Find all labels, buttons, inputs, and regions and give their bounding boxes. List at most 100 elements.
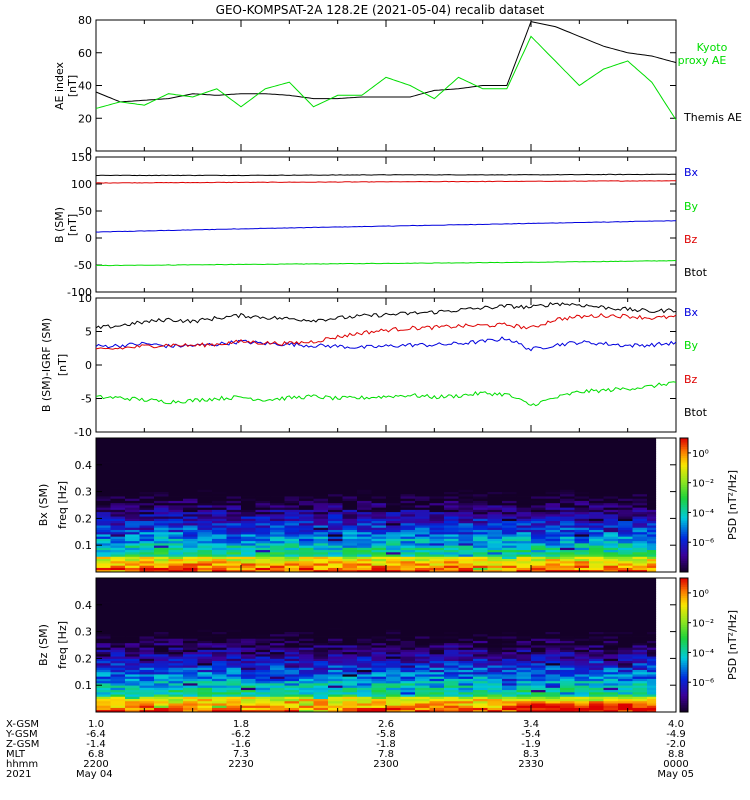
spectrogram-cell: [226, 569, 242, 573]
spectrogram-cell: [429, 700, 445, 704]
spectrogram-cell: [444, 554, 459, 557]
spectrogram-cell: [632, 460, 648, 463]
spectrogram-cell: [647, 478, 657, 481]
spectrogram-cell: [545, 534, 561, 537]
spectrogram-cell: [270, 487, 285, 490]
spectrogram-cell: [632, 600, 648, 603]
spectrogram-cell: [386, 600, 401, 603]
spectrogram-cell: [154, 478, 169, 481]
spectrogram-cell: [632, 513, 648, 517]
spectrogram-cell: [415, 567, 430, 571]
spectrogram-cell: [110, 624, 126, 628]
spectrogram-cell: [560, 529, 575, 533]
spectrogram-cell: [589, 551, 604, 555]
spectrogram-cell: [647, 554, 657, 557]
spectrogram-cell: [284, 580, 300, 583]
spectrogram-cell: [415, 678, 430, 682]
spectrogram-cell: [545, 613, 561, 617]
spectrogram-cell: [458, 591, 474, 595]
spectrogram-cell: [183, 611, 198, 615]
spectrogram-cell: [502, 694, 517, 697]
colorbar-segment: [680, 633, 688, 637]
colorbar-segment: [680, 520, 688, 524]
spectrogram-cell: [313, 482, 329, 486]
spectrogram-cell: [168, 691, 184, 695]
spectrogram-cell: [429, 458, 445, 461]
spectrogram-cell: [241, 531, 256, 535]
spectrogram-cell: [603, 471, 619, 475]
spectrogram-cell: [168, 662, 184, 666]
spectrogram-cell: [110, 669, 126, 673]
spectrogram-cell: [241, 482, 256, 486]
spectrogram-cell: [197, 458, 213, 461]
spectrogram-cell: [487, 613, 503, 617]
spectrogram-cell: [313, 607, 329, 610]
spectrogram-cell: [125, 484, 140, 488]
spectrogram-cell: [371, 478, 387, 481]
spectrogram-cell: [226, 609, 242, 612]
spectrogram-cell: [110, 689, 126, 693]
spectrogram-cell: [212, 602, 227, 606]
spectrogram-cell: [400, 462, 416, 466]
spectrogram-cell: [589, 674, 604, 677]
spectrogram-cell: [96, 651, 111, 655]
spectrogram-cell: [241, 496, 256, 499]
spectrogram-cell: [342, 509, 358, 513]
colorbar-segment: [680, 455, 688, 459]
spectrogram-cell: [487, 600, 503, 603]
spectrogram-cell: [212, 685, 227, 688]
spectrogram-cell: [574, 707, 590, 711]
spectrogram-cell: [574, 671, 590, 675]
spectrogram-cell: [299, 438, 314, 441]
y-tick-label: 0.1: [75, 539, 93, 552]
spectrogram-cell: [560, 582, 575, 586]
spectrogram-cell: [618, 473, 633, 477]
spectrogram-cell: [284, 674, 300, 677]
spectrogram-cell: [502, 462, 517, 466]
spectrogram-cell: [357, 462, 372, 466]
spectrogram-cell: [386, 478, 401, 481]
spectrogram-cell: [357, 551, 372, 555]
spectrogram-cell: [226, 545, 242, 548]
spectrogram-cell: [444, 671, 459, 675]
spectrogram-cell: [487, 440, 503, 443]
spectrogram-cell: [458, 540, 474, 544]
spectrogram-cell: [618, 582, 633, 586]
spectrogram-cell: [603, 667, 619, 670]
spectrogram-cell: [429, 600, 445, 603]
spectrogram-cell: [183, 500, 198, 504]
spectrogram-cell: [386, 667, 401, 670]
spectrogram-cell: [473, 633, 488, 637]
spectrogram-cell: [313, 645, 329, 648]
spectrogram-cell: [168, 446, 184, 450]
spectrogram-cell: [96, 642, 111, 646]
spectrogram-cell: [545, 604, 561, 608]
spectrogram-cell: [589, 547, 604, 551]
spectrogram-cell: [342, 498, 358, 501]
spectrogram-cell: [313, 565, 329, 568]
y-tick-label: -50: [74, 259, 92, 272]
spectrogram-cell: [125, 458, 140, 461]
spectrogram-cell: [444, 640, 459, 644]
spectrogram-cell: [487, 595, 503, 599]
spectrogram-cell: [429, 442, 445, 446]
spectrogram-cell: [328, 580, 343, 583]
spectrogram-cell: [516, 698, 532, 702]
spectrogram-cell: [574, 660, 590, 664]
spectrogram-cell: [125, 569, 140, 573]
spectrogram-cell: [299, 567, 314, 571]
spectrogram-cell: [328, 558, 343, 562]
spectrogram-cell: [603, 645, 619, 648]
spectrogram-cell: [589, 493, 604, 497]
spectrogram-cell: [487, 502, 503, 506]
spectrogram-cell: [168, 620, 184, 624]
spectrogram-cell: [473, 640, 488, 644]
spectrogram-cell: [197, 676, 213, 679]
spectrogram-cell: [458, 656, 474, 659]
spectrogram-cell: [603, 589, 619, 592]
spectrogram-cell: [183, 645, 198, 648]
spectrogram-cell: [603, 554, 619, 557]
spectrogram-cell: [168, 538, 184, 542]
spectrogram-cell: [342, 705, 358, 708]
spectrogram-cell: [444, 618, 459, 621]
